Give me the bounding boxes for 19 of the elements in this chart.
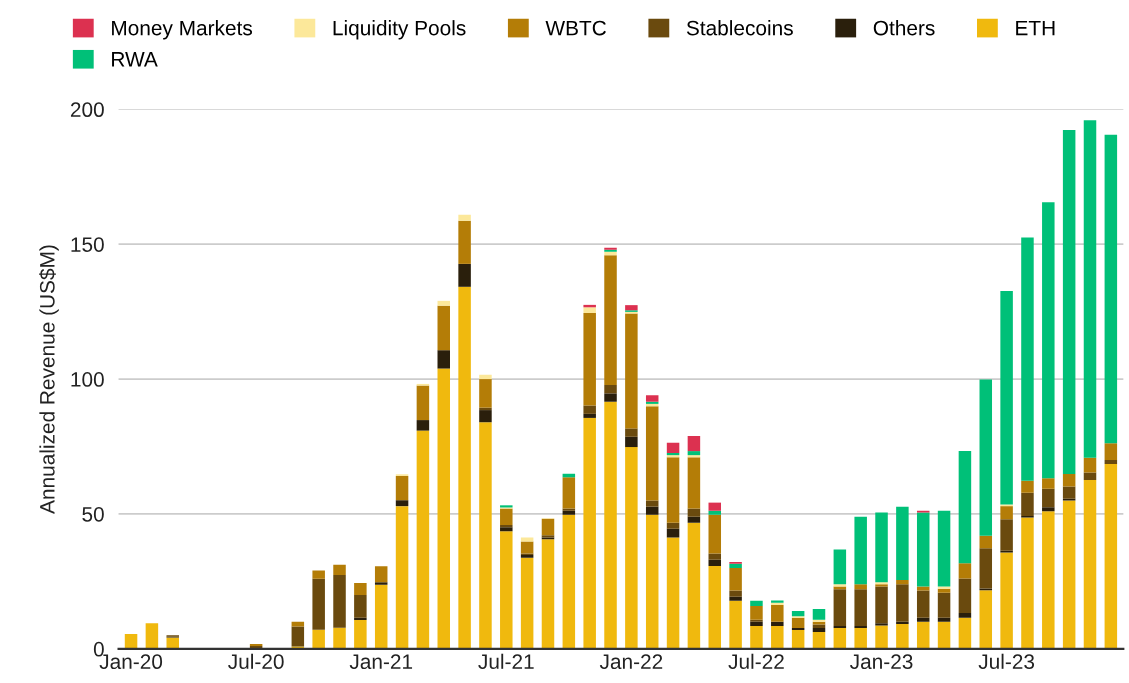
y-tick-label: 100 [71, 372, 104, 387]
legend-label: Money Markets [112, 20, 253, 40]
x-tick-label: Jan-22 [599, 654, 663, 670]
x-tick-label: Jul-21 [478, 653, 534, 670]
x-tick-label: Jul-22 [728, 653, 784, 670]
legend-label: Liquidity Pools [333, 20, 466, 40]
x-tick-label: Jul-20 [228, 653, 284, 670]
legend-label: Others [873, 20, 935, 36]
x-tick-label: Jan-21 [349, 654, 413, 670]
legend-label: ETH [1016, 20, 1055, 36]
y-tick-label: 50 [82, 506, 104, 522]
legend-label: WBTC [545, 20, 606, 36]
y-axis-title: Annualized Revenue (US$M) [39, 245, 59, 514]
x-tick-label: Jan-23 [850, 654, 913, 670]
y-tick-label: 200 [70, 102, 104, 118]
legend-label: RWA [112, 52, 158, 67]
y-tick-label: 150 [71, 237, 104, 252]
legend-label: Stablecoins [686, 20, 793, 36]
x-tick-label: Jul-23 [978, 653, 1035, 670]
